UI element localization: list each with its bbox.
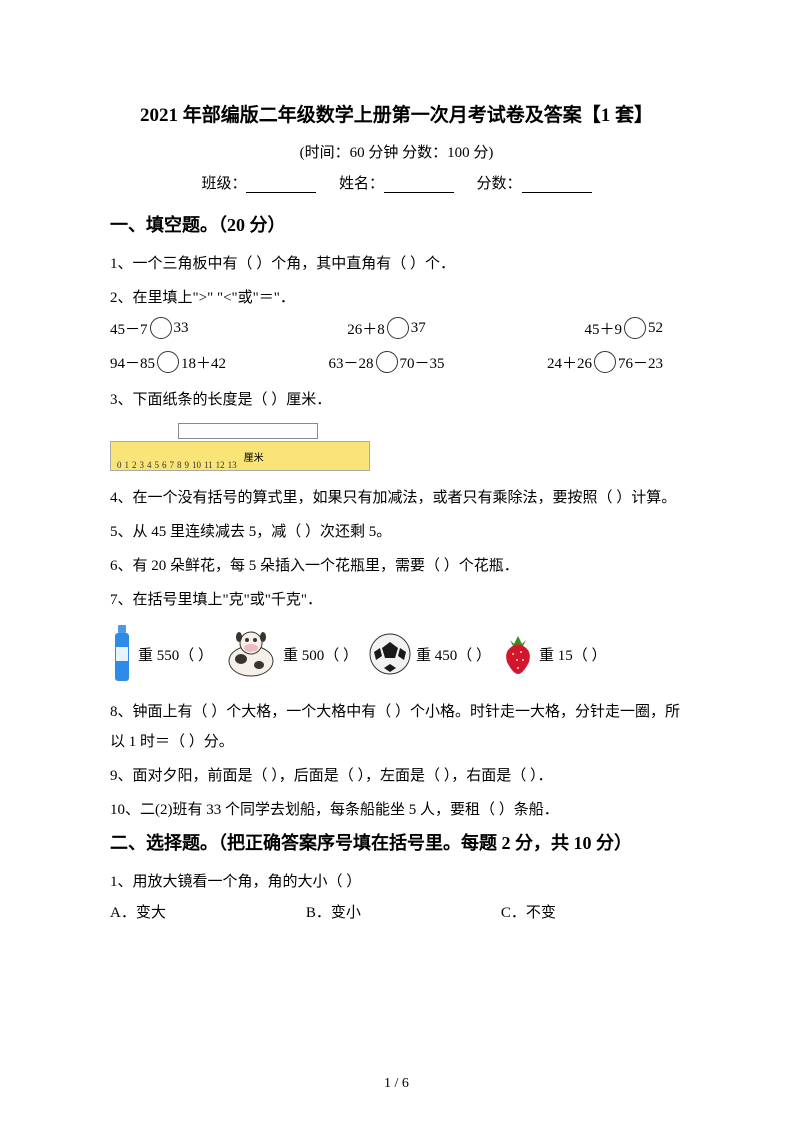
cmp-right: 33 — [174, 320, 189, 337]
item-label: 重 15（ ） — [539, 644, 607, 665]
cmp-left: 45－7 — [110, 318, 148, 339]
circle-placeholder — [624, 317, 646, 339]
class-label: 班级： — [201, 176, 246, 192]
s2-q1-choices: A．变大 B．变小 C．不变 — [110, 901, 683, 922]
circle-placeholder — [594, 351, 616, 373]
ruler-mark: 8 — [177, 460, 182, 470]
choice-a: A．变大 — [110, 901, 166, 922]
q8: 8、钟面上有（ ）个大格，一个大格中有（ ）个小格。时针走一大格，分针走一圈，所… — [110, 697, 683, 757]
cmp-right: 52 — [648, 320, 663, 337]
name-blank — [384, 179, 454, 193]
score-label: 分数： — [477, 176, 522, 192]
cmp-right: 37 — [411, 320, 426, 337]
ruler-mark: 12 — [216, 460, 225, 470]
q5: 5、从 45 里连续减去 5，减（ ）次还剩 5。 — [110, 517, 683, 547]
bottle-icon — [110, 625, 134, 683]
ruler-mark: 1 — [125, 460, 130, 470]
cmp-left: 26＋8 — [347, 318, 385, 339]
ruler-mark: 13 — [228, 460, 237, 470]
ruler-mark: 3 — [140, 460, 145, 470]
circle-placeholder — [387, 317, 409, 339]
item-label: 重 550（ ） — [138, 644, 213, 665]
q3: 3、下面纸条的长度是（ ）厘米． — [110, 385, 683, 415]
score-blank — [522, 179, 592, 193]
item-label: 重 450（ ） — [416, 644, 491, 665]
compare-item: 94－85 18＋42 — [110, 351, 226, 373]
item-label: 重 500（ ） — [283, 644, 358, 665]
s2-q1: 1、用放大镜看一个角，角的大小（ ） — [110, 867, 683, 897]
strawberry-icon — [501, 634, 535, 674]
cmp-left: 45＋9 — [584, 318, 622, 339]
ruler-mark: 4 — [147, 460, 152, 470]
cmp-right: 76－23 — [618, 352, 663, 373]
q10: 10、二(2)班有 33 个同学去划船，每条船能坐 5 人，要租（ ）条船． — [110, 795, 683, 825]
choice-c: C．不变 — [501, 901, 556, 922]
exam-meta: (时间：60 分钟 分数：100 分) — [110, 141, 683, 162]
class-blank — [246, 179, 316, 193]
item-ball: 重 450（ ） — [368, 632, 491, 676]
ruler-mark: 0 — [117, 460, 122, 470]
name-label: 姓名： — [339, 176, 384, 192]
cmp-right: 70－35 — [400, 352, 445, 373]
student-info: 班级： 姓名： 分数： — [110, 172, 683, 193]
ruler-mark: 7 — [170, 460, 175, 470]
item-strawberry: 重 15（ ） — [501, 634, 607, 674]
circle-placeholder — [150, 317, 172, 339]
q7: 7、在括号里填上"克"或"千克"． — [110, 585, 683, 615]
ruler-mark: 10 — [192, 460, 201, 470]
ruler-body: 0 1 2 3 4 5 6 7 8 9 10 11 12 13 厘米 — [110, 441, 370, 471]
q9: 9、面对夕阳，前面是（ ），后面是（ ），左面是（ ），右面是（ ）． — [110, 761, 683, 791]
weight-items-row: 重 550（ ） 重 500（ ） 重 450（ ） — [110, 625, 683, 683]
item-cow: 重 500（ ） — [223, 629, 358, 679]
ruler-unit: 厘米 — [244, 449, 264, 464]
compare-item: 45＋9 52 — [584, 317, 663, 339]
compare-item: 24＋26 76－23 — [547, 351, 663, 373]
q1: 1、一个三角板中有（ ）个角，其中直角有（ ）个． — [110, 249, 683, 279]
ruler-mark: 2 — [132, 460, 137, 470]
q6: 6、有 20 朵鲜花，每 5 朵插入一个花瓶里，需要（ ）个花瓶． — [110, 551, 683, 581]
q4: 4、在一个没有括号的算式里，如果只有加减法，或者只有乘除法，要按照（ ）计算。 — [110, 483, 683, 513]
ruler-graphic: 0 1 2 3 4 5 6 7 8 9 10 11 12 13 厘米 — [110, 423, 683, 471]
paper-strip — [178, 423, 318, 439]
page-number: 1 / 6 — [0, 1076, 793, 1092]
circle-placeholder — [376, 351, 398, 373]
choice-b: B．变小 — [306, 901, 361, 922]
section1-header: 一、填空题。（20 分） — [110, 211, 683, 237]
cow-icon — [223, 629, 279, 679]
ruler-mark: 5 — [155, 460, 160, 470]
page-title: 2021 年部编版二年级数学上册第一次月考试卷及答案【1 套】 — [110, 100, 683, 127]
cmp-left: 94－85 — [110, 352, 155, 373]
soccer-ball-icon — [368, 632, 412, 676]
compare-item: 26＋8 37 — [347, 317, 426, 339]
cmp-right: 18＋42 — [181, 352, 226, 373]
item-bottle: 重 550（ ） — [110, 625, 213, 683]
ruler-mark: 11 — [204, 460, 213, 470]
ruler-mark: 9 — [185, 460, 190, 470]
ruler-mark: 6 — [162, 460, 167, 470]
cmp-left: 63－28 — [328, 352, 373, 373]
compare-item: 63－28 70－35 — [328, 351, 444, 373]
compare-row-1: 45－7 33 26＋8 37 45＋9 52 — [110, 317, 683, 339]
circle-placeholder — [157, 351, 179, 373]
cmp-left: 24＋26 — [547, 352, 592, 373]
compare-row-2: 94－85 18＋42 63－28 70－35 24＋26 76－23 — [110, 351, 683, 373]
compare-item: 45－7 33 — [110, 317, 189, 339]
section2-header: 二、选择题。（把正确答案序号填在括号里。每题 2 分，共 10 分） — [110, 829, 683, 855]
q2: 2、在里填上">" "<"或"＝"． — [110, 283, 683, 313]
